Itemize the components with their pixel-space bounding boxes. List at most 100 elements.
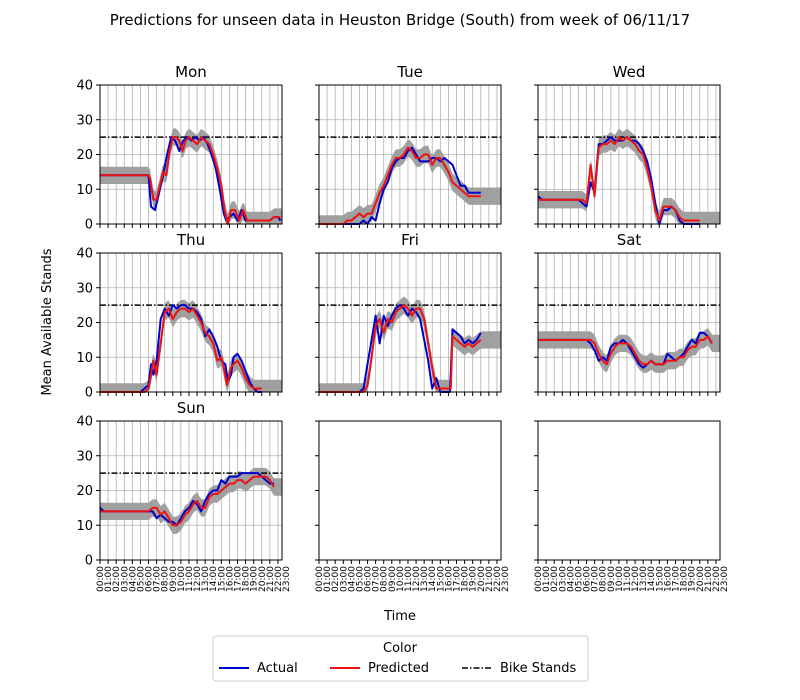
x-tick-label: 02:00 xyxy=(331,566,341,592)
x-tick-label: 05:00 xyxy=(136,566,146,592)
series-predicted-line xyxy=(100,307,262,393)
x-tick-label: 14:00 xyxy=(428,566,438,592)
legend-label-bike-stands: Bike Stands xyxy=(500,661,577,676)
y-tick-label: 30 xyxy=(76,281,93,296)
x-tick-label: 07:00 xyxy=(372,566,382,592)
x-tick-label: 21:00 xyxy=(485,566,495,592)
chart-title: Predictions for unseen data in Heuston B… xyxy=(110,11,690,29)
x-tick-label: 01:00 xyxy=(542,566,552,592)
y-tick-label: 40 xyxy=(76,79,93,94)
x-tick-label: 11:00 xyxy=(404,566,414,592)
series-predicted-line xyxy=(100,136,281,225)
x-tick-label: 12:00 xyxy=(412,566,422,592)
panel-grid: 0 10 20 30 40 Mon Tue Wed 0 10 20 30 40 Thu Fri Sat 0 10 2… xyxy=(76,63,730,592)
series-predicted-line xyxy=(538,335,713,366)
series-actual-line xyxy=(99,472,274,527)
x-tick-label: 00:00 xyxy=(96,566,106,592)
x-tick-label: 16:00 xyxy=(663,566,673,592)
y-tick-label: 20 xyxy=(76,484,93,499)
legend-box xyxy=(212,635,589,682)
x-tick-label: 16:00 xyxy=(225,566,235,592)
x-tick-label: 05:00 xyxy=(355,566,365,592)
x-tick-label: 00:00 xyxy=(534,566,544,592)
plot-area xyxy=(538,421,720,560)
x-tick-label: 09:00 xyxy=(607,566,617,592)
subplot-title: Sun xyxy=(177,399,206,417)
x-tick-label: 09:00 xyxy=(169,566,179,592)
subplot-title: Tue xyxy=(396,63,423,81)
series-predicted-line xyxy=(319,304,482,393)
x-tick-label: 07:00 xyxy=(591,566,601,592)
x-tick-label: 13:00 xyxy=(420,566,430,592)
y-tick-label: 0 xyxy=(85,218,93,233)
x-tick-label: 17:00 xyxy=(672,566,682,592)
y-tick-label: 30 xyxy=(76,449,93,464)
x-tick-label: 14:00 xyxy=(209,566,219,592)
series-actual-line xyxy=(319,304,482,393)
series-predicted-line xyxy=(100,475,275,527)
x-tick-label: 12:00 xyxy=(631,566,641,592)
x-tick-label: 05:00 xyxy=(574,566,584,592)
legend-title: Color xyxy=(383,641,418,656)
x-tick-label: 11:00 xyxy=(185,566,195,592)
x-tick-label: 04:00 xyxy=(347,566,357,592)
x-tick-label: 03:00 xyxy=(558,566,568,592)
x-tick-label: 03:00 xyxy=(120,566,130,592)
subplot-title: Sat xyxy=(617,231,642,249)
x-tick-label: 19:00 xyxy=(250,566,260,592)
y-axis-label: Mean Available Stands xyxy=(40,248,55,395)
x-tick-label: 18:00 xyxy=(680,566,690,592)
legend: Color Actual Predicted Bike Stands xyxy=(212,635,589,682)
panel-empty-8: 00:0001:0002:0003:0004:0005:0006:0007:00… xyxy=(534,420,730,592)
x-tick-label: 15:00 xyxy=(436,566,446,592)
x-tick-label: 16:00 xyxy=(444,566,454,592)
x-tick-label: 01:00 xyxy=(104,566,114,592)
y-tick-label: 10 xyxy=(76,519,93,534)
x-tick-label: 12:00 xyxy=(193,566,203,592)
x-tick-label: 08:00 xyxy=(161,566,171,592)
y-tick-label: 20 xyxy=(76,148,93,163)
x-tick-label: 22:00 xyxy=(712,566,722,592)
x-tick-label: 06:00 xyxy=(364,566,374,592)
series-predicted-line xyxy=(319,146,481,225)
subplot-title: Fri xyxy=(401,231,419,249)
plot-area xyxy=(319,421,501,560)
x-tick-label: 22:00 xyxy=(274,566,284,592)
x-tick-label: 23:00 xyxy=(501,566,511,592)
prediction-band xyxy=(100,299,282,392)
y-tick-label: 0 xyxy=(85,386,93,401)
legend-label-actual: Actual xyxy=(257,661,298,676)
x-tick-label: 00:00 xyxy=(315,566,325,592)
y-tick-label: 10 xyxy=(76,183,93,198)
prediction-band xyxy=(100,467,282,534)
x-tick-label: 17:00 xyxy=(453,566,463,592)
series-predicted-line xyxy=(538,136,700,222)
x-tick-label: 14:00 xyxy=(647,566,657,592)
x-tick-label: 03:00 xyxy=(339,566,349,592)
x-tick-label: 20:00 xyxy=(477,566,487,592)
x-tick-label: 10:00 xyxy=(177,566,187,592)
x-tick-label: 15:00 xyxy=(217,566,227,592)
x-tick-label: 06:00 xyxy=(583,566,593,592)
y-tick-label: 0 xyxy=(85,554,93,569)
x-tick-label: 18:00 xyxy=(242,566,252,592)
panel-tue: Tue xyxy=(315,63,502,228)
x-tick-label: 20:00 xyxy=(696,566,706,592)
y-tick-label: 10 xyxy=(76,351,93,366)
x-tick-label: 15:00 xyxy=(655,566,665,592)
x-tick-label: 19:00 xyxy=(469,566,479,592)
panel-mon: 0 10 20 30 40 Mon xyxy=(76,63,283,233)
x-tick-label: 10:00 xyxy=(615,566,625,592)
x-tick-label: 02:00 xyxy=(112,566,122,592)
panel-fri: Fri xyxy=(315,231,502,396)
x-tick-label: 22:00 xyxy=(493,566,503,592)
x-tick-label: 13:00 xyxy=(639,566,649,592)
x-tick-label: 20:00 xyxy=(258,566,268,592)
subplot-title: Wed xyxy=(613,63,646,81)
x-tick-label: 21:00 xyxy=(266,566,276,592)
x-tick-label: 23:00 xyxy=(282,566,292,592)
x-tick-label: 21:00 xyxy=(704,566,714,592)
x-tick-label: 11:00 xyxy=(623,566,633,592)
panel-thu: 0 10 20 30 40 Thu xyxy=(76,231,283,401)
